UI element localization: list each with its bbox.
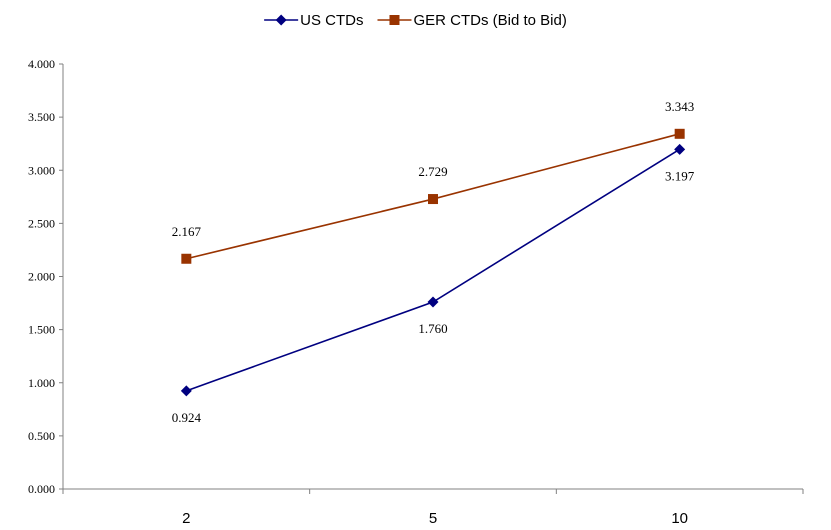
series-0 — [180, 143, 686, 397]
data-point — [181, 253, 192, 264]
legend-marker — [275, 14, 287, 26]
x-tick-label: 5 — [429, 510, 437, 527]
legend-item: US CTDs — [264, 12, 363, 29]
y-tick-label: 4.000 — [28, 57, 55, 71]
data-label: 3.197 — [665, 168, 695, 183]
y-tick-label: 3.500 — [28, 110, 55, 124]
y-tick-label: 3.000 — [28, 163, 55, 177]
data-point — [428, 194, 438, 205]
data-label: 3.343 — [665, 99, 694, 114]
data-point — [674, 143, 686, 155]
data-point — [427, 296, 439, 308]
y-tick-label: 2.500 — [28, 216, 55, 230]
data-label: 1.760 — [418, 321, 447, 336]
legend-item: GER CTDs (Bid to Bid) — [377, 12, 567, 29]
legend-marker — [389, 15, 400, 25]
y-tick-label: 0.000 — [28, 482, 55, 496]
data-point — [674, 128, 685, 139]
series-line — [186, 148, 681, 392]
data-label: 2.167 — [172, 224, 202, 239]
x-tick-label: 2 — [182, 510, 190, 527]
x-tick-label: 10 — [671, 510, 688, 527]
legend-label: US CTDs — [300, 12, 363, 29]
series-layer — [180, 128, 686, 397]
y-tick-label: 1.500 — [28, 323, 55, 337]
series-1 — [181, 128, 685, 264]
legend: US CTDs GER CTDs (Bid to Bid) — [264, 12, 567, 29]
data-label: 2.729 — [418, 164, 447, 179]
data-label: 0.924 — [172, 410, 202, 425]
axes: 0.000 0.500 1.000 1.500 2.000 2.500 3.000 3.500… — [28, 57, 804, 527]
data-labels: 0.924 1.760 3.197 2.167 2.729 3.343 — [172, 99, 695, 425]
y-tick-label: 0.500 — [28, 429, 55, 443]
y-tick-label: 1.000 — [28, 376, 55, 390]
y-tick-label: 2.000 — [28, 270, 55, 284]
data-point — [180, 385, 192, 397]
legend-label: GER CTDs (Bid to Bid) — [413, 12, 566, 29]
